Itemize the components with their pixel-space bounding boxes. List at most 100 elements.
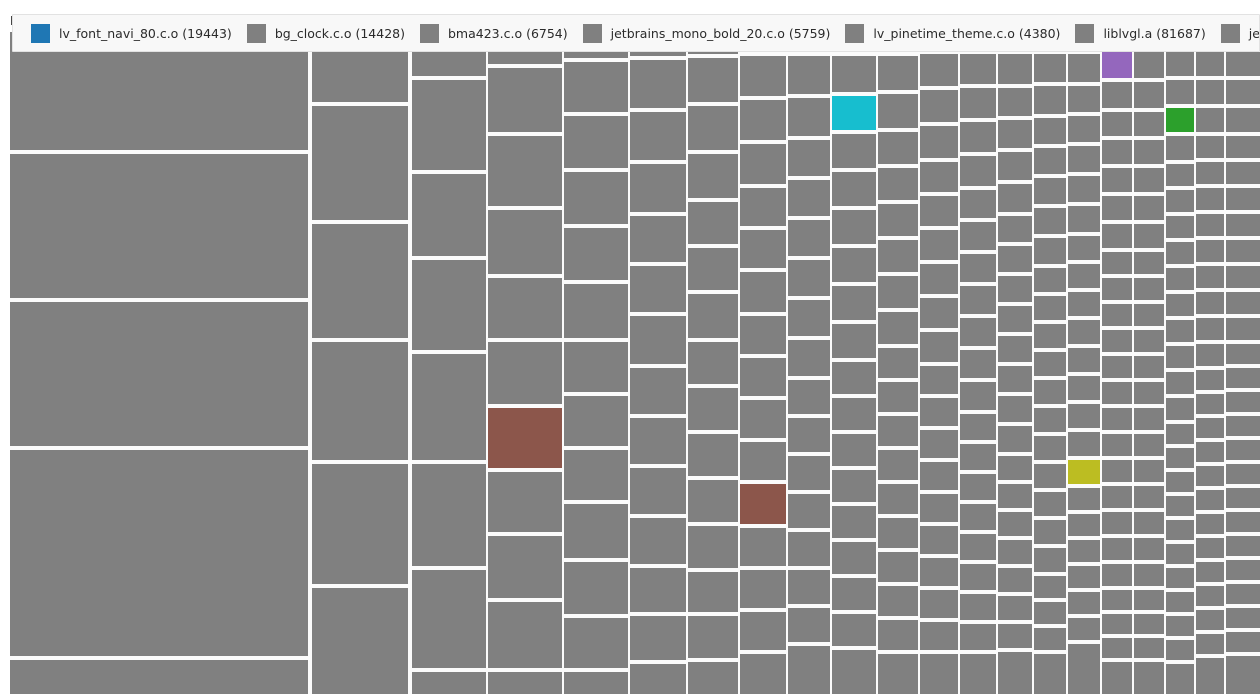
treemap-tile[interactable] — [688, 106, 738, 150]
treemap-tile[interactable] — [878, 518, 918, 548]
treemap-tile[interactable] — [1134, 252, 1164, 274]
treemap-tile[interactable] — [10, 302, 308, 446]
treemap-tile[interactable] — [1134, 140, 1164, 164]
treemap-tile[interactable] — [1102, 460, 1132, 482]
treemap-tile[interactable] — [1196, 240, 1224, 262]
treemap-tile[interactable] — [1134, 168, 1164, 192]
treemap-tile[interactable] — [878, 382, 918, 412]
treemap-tile[interactable] — [1226, 512, 1260, 532]
treemap-tile[interactable] — [1034, 86, 1066, 114]
treemap-tile[interactable] — [1196, 586, 1224, 606]
treemap-tile[interactable] — [832, 470, 876, 502]
treemap-tile[interactable] — [564, 62, 628, 112]
treemap-tile[interactable] — [10, 660, 308, 694]
treemap-tile[interactable] — [1226, 52, 1260, 76]
treemap-tile[interactable] — [878, 240, 918, 272]
treemap-tile[interactable] — [960, 504, 996, 530]
treemap-tile[interactable] — [630, 368, 686, 414]
treemap-tile[interactable] — [688, 388, 738, 430]
treemap-tile[interactable] — [878, 654, 918, 694]
treemap-tile[interactable] — [1034, 296, 1066, 320]
treemap-tile[interactable] — [488, 68, 562, 132]
legend-entry[interactable]: jetbrains_mono_76.c.o (3321) — [1220, 23, 1259, 43]
treemap-tile[interactable] — [1102, 278, 1132, 300]
treemap-tile[interactable] — [960, 414, 996, 440]
treemap-tile[interactable] — [788, 300, 830, 336]
treemap-tile[interactable] — [1068, 116, 1100, 142]
treemap-tile[interactable] — [1226, 632, 1260, 652]
treemap-tile[interactable] — [1196, 188, 1224, 210]
treemap-tile[interactable] — [1134, 638, 1164, 658]
treemap-tile[interactable] — [1226, 240, 1260, 262]
treemap-tile[interactable] — [1068, 348, 1100, 372]
legend-entry[interactable]: lv_font_navi_80.c.o (19443) — [31, 23, 232, 43]
treemap-tile[interactable] — [998, 512, 1032, 536]
treemap-tile[interactable] — [998, 216, 1032, 242]
treemap-tile[interactable] — [1226, 214, 1260, 236]
treemap-tile[interactable] — [1196, 658, 1224, 694]
treemap-tile[interactable] — [832, 172, 876, 206]
treemap-tile[interactable] — [920, 196, 958, 226]
treemap-tile[interactable] — [1102, 52, 1132, 78]
treemap-tile[interactable] — [1102, 662, 1132, 694]
treemap-tile[interactable] — [488, 408, 562, 468]
treemap-tile[interactable] — [1166, 242, 1194, 264]
treemap-tile[interactable] — [960, 534, 996, 560]
treemap-tile[interactable] — [878, 94, 918, 128]
treemap-tile[interactable] — [960, 444, 996, 470]
treemap-tile[interactable] — [1196, 136, 1224, 158]
treemap-tile[interactable] — [998, 120, 1032, 148]
treemap-tile[interactable] — [1068, 566, 1100, 588]
treemap-tile[interactable] — [960, 156, 996, 186]
treemap-tile[interactable] — [1226, 608, 1260, 628]
treemap-tile[interactable] — [788, 532, 830, 566]
treemap-tile[interactable] — [10, 154, 308, 298]
treemap-tile[interactable] — [1068, 644, 1100, 694]
treemap-tile[interactable] — [564, 116, 628, 168]
treemap-tile[interactable] — [488, 672, 562, 694]
treemap-tile[interactable] — [878, 552, 918, 582]
treemap-tile[interactable] — [920, 622, 958, 650]
treemap-tile[interactable] — [412, 174, 486, 256]
treemap-tile[interactable] — [630, 112, 686, 160]
treemap-tile[interactable] — [920, 590, 958, 618]
treemap-tile[interactable] — [688, 342, 738, 384]
treemap-tile[interactable] — [688, 480, 738, 522]
treemap-tile[interactable] — [1102, 538, 1132, 560]
treemap-tile[interactable] — [1196, 490, 1224, 510]
treemap-tile[interactable] — [688, 58, 738, 102]
treemap-tile[interactable] — [1166, 616, 1194, 636]
treemap-tile[interactable] — [832, 542, 876, 574]
treemap-tile[interactable] — [1134, 330, 1164, 352]
treemap-tile[interactable] — [998, 540, 1032, 564]
treemap-tile[interactable] — [998, 456, 1032, 480]
treemap-tile[interactable] — [998, 184, 1032, 212]
treemap-tile[interactable] — [312, 464, 408, 584]
treemap-tile[interactable] — [998, 652, 1032, 694]
treemap-tile[interactable] — [1068, 146, 1100, 172]
treemap-tile[interactable] — [960, 594, 996, 620]
treemap-tile[interactable] — [832, 650, 876, 694]
treemap-tile[interactable] — [920, 462, 958, 490]
treemap-tile[interactable] — [832, 286, 876, 320]
treemap-tile[interactable] — [878, 276, 918, 308]
treemap-tile[interactable] — [1166, 592, 1194, 612]
treemap-tile[interactable] — [1226, 292, 1260, 314]
treemap-tile[interactable] — [1226, 318, 1260, 340]
treemap-tile[interactable] — [1068, 236, 1100, 260]
treemap-tile[interactable] — [788, 494, 830, 528]
treemap-tile[interactable] — [998, 336, 1032, 362]
treemap-tile[interactable] — [740, 230, 786, 268]
treemap-tile[interactable] — [1068, 376, 1100, 400]
treemap-tile[interactable] — [1102, 112, 1132, 136]
treemap-tile[interactable] — [878, 312, 918, 344]
treemap-tile[interactable] — [960, 654, 996, 694]
treemap-tile[interactable] — [740, 272, 786, 312]
treemap-tile[interactable] — [1226, 80, 1260, 104]
treemap-tile[interactable] — [1034, 208, 1066, 234]
treemap-tile[interactable] — [1166, 164, 1194, 186]
treemap-tile[interactable] — [630, 616, 686, 660]
treemap-tile[interactable] — [788, 140, 830, 176]
treemap-tile[interactable] — [564, 342, 628, 392]
treemap-tile[interactable] — [960, 222, 996, 250]
